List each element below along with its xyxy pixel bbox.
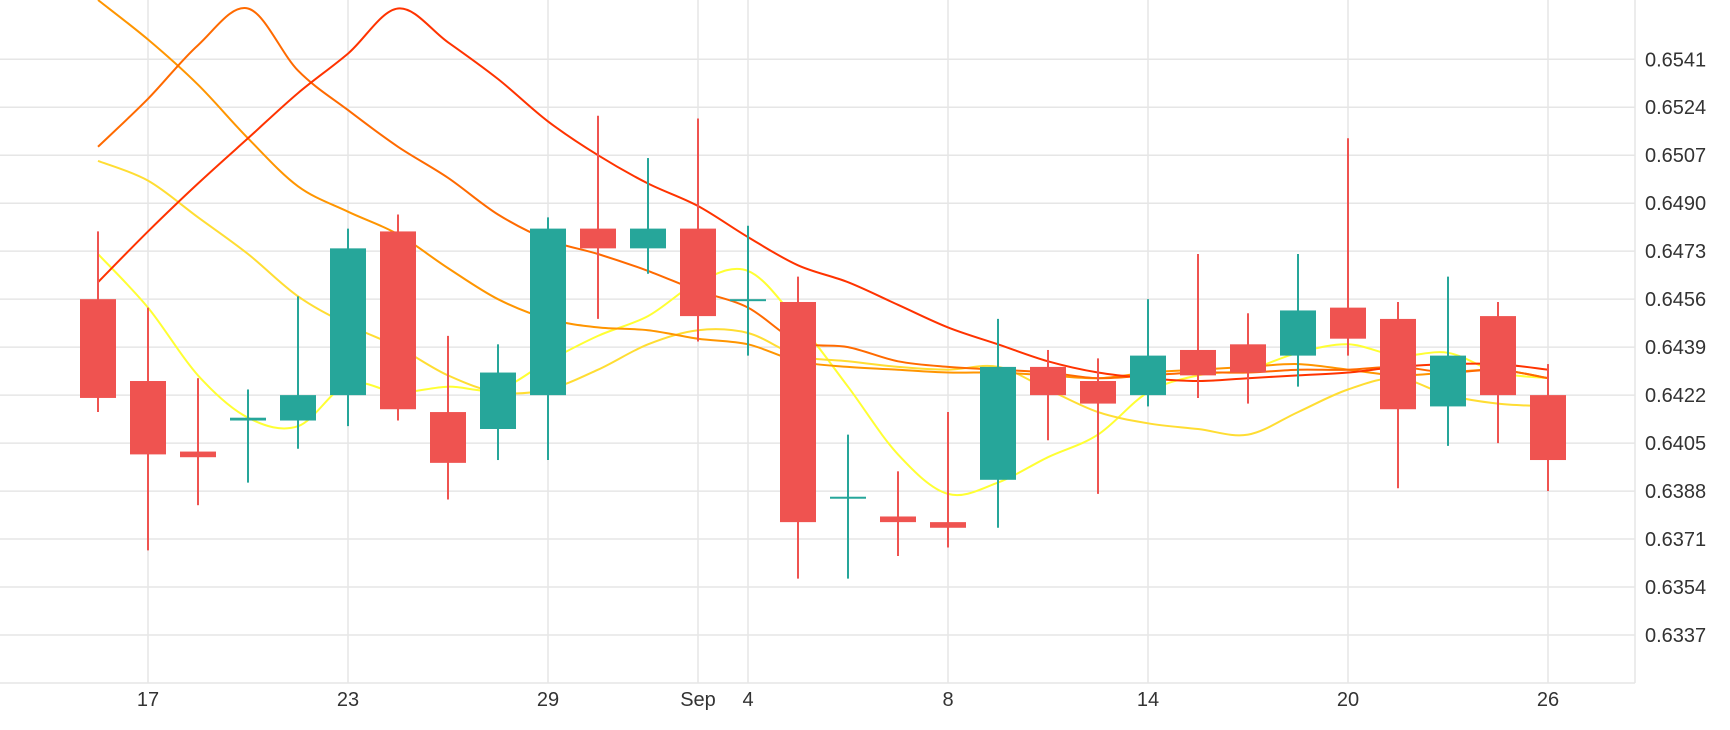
candle (1530, 364, 1566, 492)
candle-body (830, 496, 866, 499)
candle-body (980, 366, 1016, 480)
candle-body (1480, 316, 1516, 396)
x-tick-label: Sep (680, 689, 716, 711)
candles (80, 115, 1566, 579)
candle-body (630, 228, 666, 249)
candle-body (1330, 307, 1366, 339)
candle (130, 307, 166, 551)
candle-body (680, 228, 716, 317)
x-tick-label: 8 (942, 689, 953, 711)
candle (1080, 358, 1116, 494)
x-tick-label: 20 (1337, 689, 1359, 711)
candle-body (180, 451, 216, 458)
y-tick-label: 0.6405 (1645, 433, 1706, 455)
y-tick-label: 0.6524 (1645, 97, 1706, 119)
y-tick-label: 0.6456 (1645, 289, 1706, 311)
candle-body (380, 231, 416, 410)
candle (980, 318, 1016, 528)
candle (280, 296, 316, 449)
candle-body (1180, 349, 1216, 376)
candle (1130, 299, 1166, 407)
y-tick-label: 0.6388 (1645, 481, 1706, 503)
candle-body (930, 522, 966, 528)
x-tick-label: 14 (1137, 689, 1159, 711)
candle-body (1230, 344, 1266, 373)
candle (730, 225, 766, 356)
candle-body (780, 301, 816, 523)
x-tick-label: 29 (537, 689, 559, 711)
candle-body (1380, 318, 1416, 410)
candle-body (230, 417, 266, 421)
y-tick-label: 0.6473 (1645, 241, 1706, 263)
candle-body (1280, 310, 1316, 356)
y-tick-label: 0.6371 (1645, 529, 1706, 551)
y-tick-label: 0.6507 (1645, 145, 1706, 167)
candle-body (1430, 355, 1466, 407)
candle (1430, 276, 1466, 446)
candle (180, 378, 216, 506)
candle-body (480, 372, 516, 429)
candle-body (80, 299, 116, 398)
candle-body (330, 248, 366, 396)
candle-body (1080, 381, 1116, 404)
candle-body (130, 381, 166, 455)
candle-body (730, 299, 766, 302)
y-tick-label: 0.6354 (1645, 577, 1706, 599)
candle (80, 231, 116, 413)
candle (1180, 254, 1216, 398)
candle (1480, 301, 1516, 444)
candle-body (580, 228, 616, 249)
candle (330, 228, 366, 427)
candle (780, 276, 816, 579)
candle (580, 115, 616, 319)
candle-body (1530, 395, 1566, 461)
x-tick-label: 17 (137, 689, 159, 711)
candle-body (1130, 355, 1166, 396)
candle-body (1030, 366, 1066, 396)
candle (1380, 301, 1416, 489)
moving-average-lines (97, 0, 1549, 497)
candle-body (280, 395, 316, 421)
x-axis-tick-labels: 17 23 29 Sep 4 8 14 20 26 (137, 689, 1559, 711)
candle (1330, 138, 1366, 356)
candle-body (430, 412, 466, 463)
candle (530, 217, 566, 461)
candle (830, 434, 866, 579)
y-tick-label: 0.6439 (1645, 337, 1706, 359)
y-tick-label: 0.6541 (1645, 49, 1706, 71)
y-tick-label: 0.6422 (1645, 385, 1706, 407)
x-tick-label: 4 (742, 689, 753, 711)
y-tick-label: 0.6490 (1645, 193, 1706, 215)
moving-average-line-2 (97, 159, 1549, 437)
candle-body (880, 516, 916, 523)
x-tick-label: 23 (337, 689, 359, 711)
candle (230, 389, 266, 483)
y-tick-label: 0.6337 (1645, 625, 1706, 647)
candle (880, 471, 916, 556)
candle-body (530, 228, 566, 396)
candle (930, 412, 966, 548)
candle (630, 158, 666, 274)
y-axis-tick-labels: 0.6337 0.6354 0.6371 0.6388 0.6405 0.6422 0.64… (1645, 49, 1706, 647)
candle (480, 344, 516, 461)
candle (1230, 313, 1266, 404)
candle (1280, 254, 1316, 387)
candle (680, 118, 716, 342)
candle (430, 335, 466, 500)
candle (380, 214, 416, 421)
candle (1030, 349, 1066, 441)
x-tick-label: 26 (1537, 689, 1559, 711)
